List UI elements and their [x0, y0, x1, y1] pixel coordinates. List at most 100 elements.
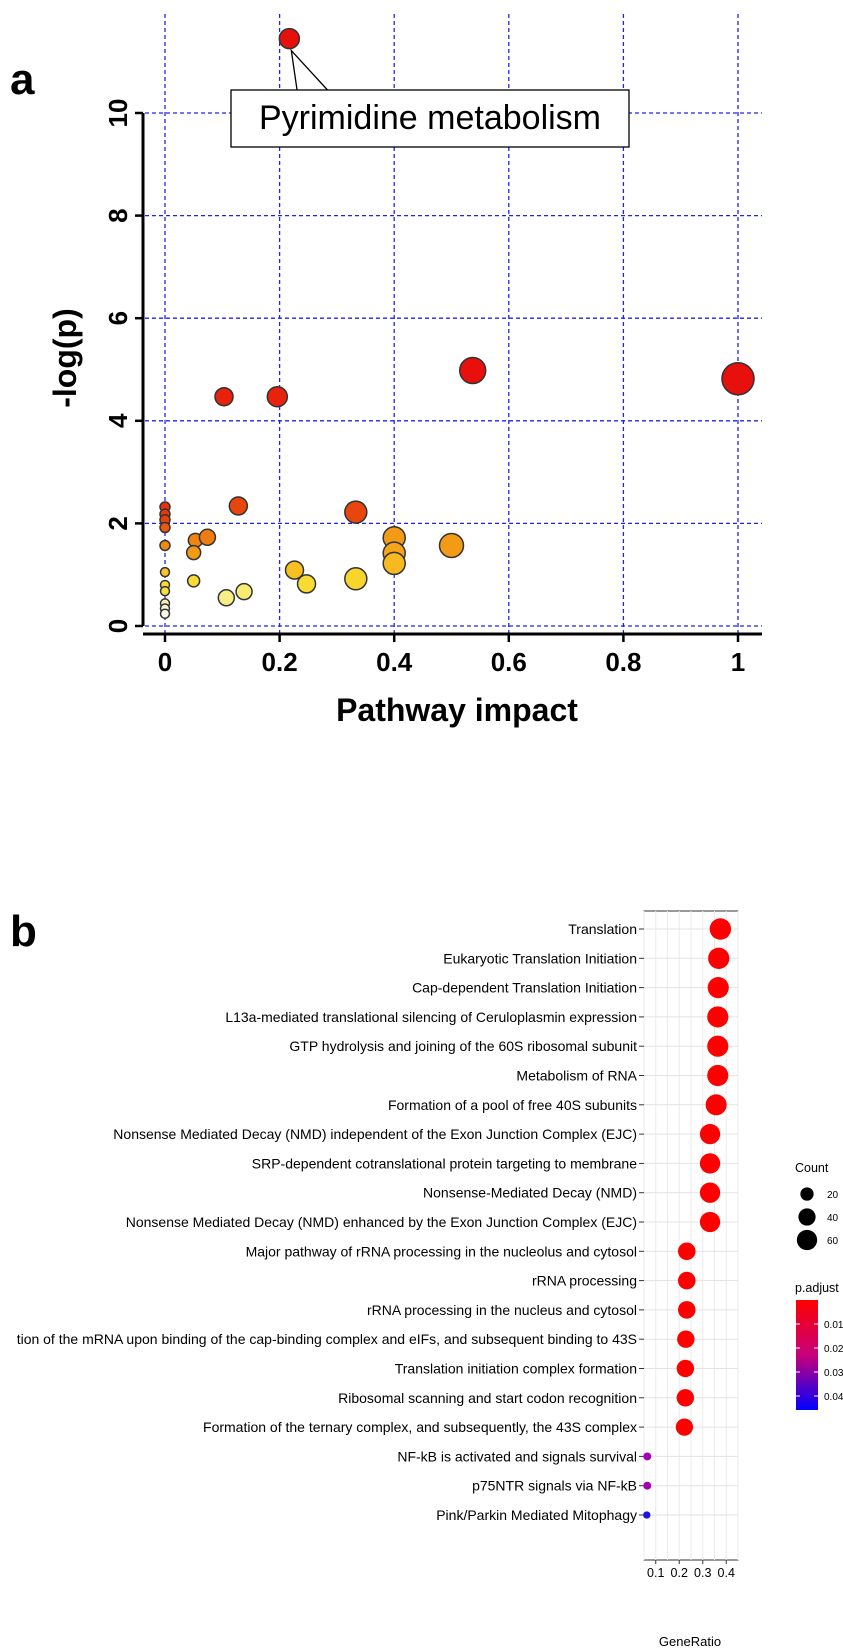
x-axis-title: Pathway impact — [336, 692, 578, 728]
data-point — [699, 1153, 721, 1174]
data-point — [344, 567, 368, 591]
data-point — [235, 582, 253, 601]
legend-color-label: 0.03 — [824, 1368, 843, 1379]
data-point — [458, 356, 487, 385]
y-tick-label: 2 — [103, 516, 133, 530]
y-tick-label: 4 — [103, 413, 133, 428]
data-point — [675, 1418, 694, 1436]
data-point — [699, 1182, 721, 1203]
data-point — [159, 566, 171, 578]
category-label: Nonsense Mediated Decay (NMD) independen… — [113, 1126, 637, 1142]
enrichment-dot-plot: Translation Eukaryotic Translation Initia… — [17, 910, 843, 1649]
data-point — [708, 947, 730, 969]
x-tick-label: 0.8 — [605, 647, 641, 677]
category-label: tion of the mRNA upon binding of the cap… — [17, 1331, 637, 1347]
legend-size-dot — [798, 1208, 816, 1226]
x-axis-title: GeneRatio — [659, 1634, 721, 1649]
data-point — [677, 1330, 695, 1348]
y-tick-label: 0 — [103, 619, 133, 633]
data-points — [643, 918, 732, 1519]
data-point — [643, 1452, 652, 1461]
data-points — [159, 27, 755, 619]
data-point — [707, 977, 729, 999]
panel-label-a: a — [10, 55, 35, 104]
category-label: p75NTR signals via NF-kB — [472, 1478, 637, 1494]
x-tick-label: 0.3 — [694, 1566, 711, 1580]
category-label: Nonsense-Mediated Decay (NMD) — [423, 1185, 637, 1201]
data-point — [214, 386, 234, 407]
data-point — [438, 532, 465, 559]
data-point — [709, 918, 732, 940]
data-point — [284, 560, 305, 580]
axes — [135, 111, 762, 642]
category-label: L13a-mediated translational silencing of… — [225, 1009, 637, 1025]
callout-pointer — [290, 48, 331, 93]
category-label: Translation — [568, 921, 637, 937]
data-point — [344, 500, 368, 524]
data-point — [186, 574, 201, 588]
callout-box — [230, 89, 630, 148]
legend-color-label: 0.02 — [824, 1344, 843, 1355]
data-point — [382, 551, 406, 576]
data-point — [228, 496, 249, 516]
category-label: Formation of a pool of free 40S subunits — [388, 1097, 637, 1113]
category-label: Translation initiation complex formation — [395, 1361, 637, 1377]
legend-color-bar — [796, 1300, 818, 1410]
category-label: Formation of the ternary complex, and su… — [203, 1419, 637, 1435]
y-tick-label: 6 — [103, 311, 133, 325]
data-point — [643, 1511, 651, 1519]
category-label: SRP-dependent cotranslational protein ta… — [252, 1155, 637, 1171]
y-tick-label: 8 — [103, 208, 133, 222]
x-tick-label: 1 — [731, 647, 745, 677]
category-label: Pink/Parkin Mediated Mitophagy — [436, 1507, 637, 1523]
category-label: Ribosomal scanning and start codon recog… — [338, 1390, 637, 1406]
y-tick-label: 10 — [103, 99, 133, 128]
data-point — [643, 1481, 652, 1490]
category-label: Metabolism of RNA — [516, 1068, 637, 1084]
category-label: rRNA processing — [532, 1273, 637, 1289]
x-tick-label: 0.6 — [491, 647, 527, 677]
data-point — [721, 361, 755, 396]
data-point — [159, 585, 171, 597]
data-point — [676, 1359, 695, 1378]
category-label: Cap-dependent Translation Initiation — [412, 980, 637, 996]
legend-size-dot — [796, 1229, 818, 1251]
data-point — [677, 1242, 696, 1261]
callout-text: Pyrimidine metabolism — [259, 99, 601, 137]
x-tick-labels: 0.1 0.2 0.3 0.4 — [647, 1560, 735, 1580]
count-legend-title: Count — [795, 1161, 829, 1175]
data-point — [266, 385, 289, 408]
data-point — [159, 608, 171, 619]
x-tick-label: 0.1 — [647, 1566, 664, 1580]
legend-size-label: 60 — [827, 1236, 839, 1247]
legend-size-label: 40 — [827, 1213, 839, 1224]
category-label: NF-kB is activated and signals survival — [397, 1448, 637, 1464]
data-point — [185, 544, 202, 561]
data-point — [296, 574, 317, 594]
data-point — [707, 1035, 729, 1057]
data-point — [159, 539, 171, 552]
category-label: Eukaryotic Translation Initiation — [443, 950, 637, 966]
data-point — [707, 1006, 729, 1028]
category-label: Nonsense Mediated Decay (NMD) enhanced b… — [126, 1214, 637, 1230]
category-label: rRNA processing in the nucleus and cytos… — [367, 1302, 637, 1318]
data-point — [699, 1211, 721, 1233]
x-tick-label: 0.2 — [671, 1566, 688, 1580]
data-point — [699, 1123, 721, 1145]
x-tick-label: 0.4 — [376, 647, 413, 677]
category-label: GTP hydrolysis and joining of the 60S ri… — [289, 1038, 637, 1054]
x-tick-label: 0 — [158, 647, 172, 677]
legend-color-label: 0.01 — [824, 1320, 843, 1331]
panel-label-b: b — [10, 907, 37, 956]
x-tick-label: 0.4 — [718, 1566, 735, 1580]
category-label: Major pathway of rRNA processing in the … — [246, 1243, 637, 1259]
legend-color-label: 0.04 — [824, 1392, 843, 1403]
data-point — [707, 1064, 729, 1087]
data-point — [677, 1271, 696, 1290]
x-tick-label: 0.2 — [262, 647, 298, 677]
data-point — [217, 589, 236, 607]
data-point — [677, 1301, 696, 1319]
